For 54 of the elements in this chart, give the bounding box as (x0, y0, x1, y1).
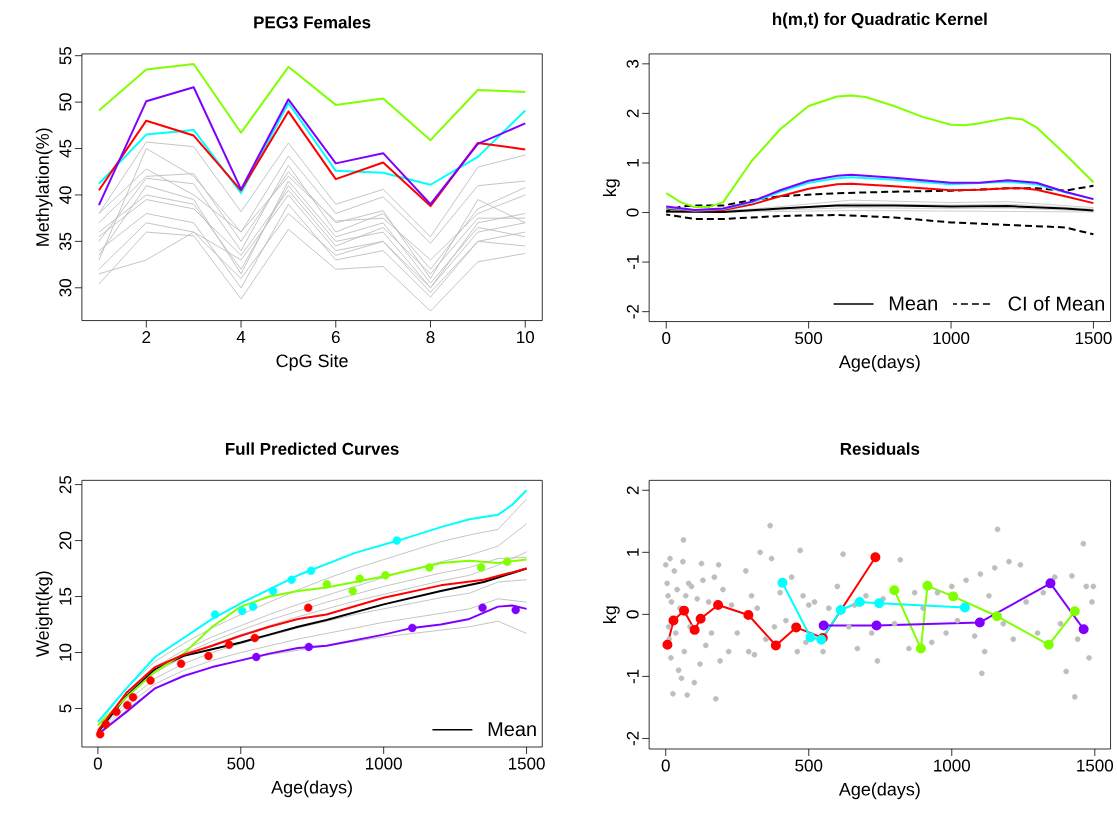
y-tick-label: -2 (626, 305, 639, 319)
y-tick-label: 5 (59, 704, 72, 713)
x-axis-title: Age(days) (838, 782, 920, 800)
x-tick-label: 500 (795, 332, 823, 345)
legend-label: Mean (889, 296, 937, 311)
x-tick-label: 4 (236, 331, 246, 343)
x-axis-title: CpG Site (276, 354, 348, 371)
y-axis-title: Weight(kg) (35, 571, 53, 657)
y-tick-label: -1 (626, 255, 639, 269)
x-tick-label: 1000 (933, 332, 970, 345)
x-tick-label: 2 (142, 331, 151, 343)
x-axis-title: Age(days) (271, 780, 352, 798)
y-tick-label: 45 (59, 139, 72, 158)
x-tick-label: 10 (517, 331, 535, 344)
y-tick-label: 40 (59, 186, 72, 205)
x-tick-label: 1500 (1077, 759, 1114, 772)
x-tick-label: 0 (662, 332, 671, 345)
x-tick-label: 1500 (1075, 332, 1112, 345)
x-axis-title: Age(days) (838, 355, 920, 372)
y-tick-label: 50 (59, 93, 72, 111)
x-tick-label: 8 (426, 331, 435, 344)
legend-label: CI of Mean (1008, 296, 1105, 311)
y-tick-label: 35 (59, 232, 72, 251)
x-tick-label: 500 (227, 757, 255, 770)
y-tick-label: 25 (59, 475, 72, 494)
y-tick-label: 2 (626, 109, 639, 118)
y-axis-title: kg (602, 606, 620, 624)
y-axis-title: Methylation(%) (35, 128, 53, 246)
y-tick-label: 1 (626, 548, 639, 556)
y-tick-label: 30 (59, 279, 72, 297)
x-tick-label: 1000 (934, 759, 970, 772)
y-tick-label: 2 (626, 486, 639, 495)
y-tick-label: 1 (626, 159, 639, 167)
y-tick-label: 55 (59, 47, 72, 65)
y-tick-label: 20 (59, 531, 72, 550)
chart-title: h(m,t) for Quadratic Kernel (773, 12, 987, 29)
x-tick-label: 1000 (366, 757, 402, 770)
legend-label: Mean (488, 722, 536, 737)
chart-title: Full Predicted Curves (225, 442, 399, 455)
chart-title: PEG3 Females (254, 15, 371, 29)
x-tick-label: 500 (795, 759, 823, 772)
y-tick-label: -2 (626, 731, 639, 746)
x-tick-label: 6 (331, 331, 340, 344)
x-tick-label: 1500 (508, 757, 545, 770)
x-tick-label: 0 (93, 757, 102, 770)
y-tick-label: 3 (626, 59, 639, 68)
chart-title: Residuals (840, 442, 920, 455)
y-axis-title: kg (602, 179, 620, 197)
y-tick-label: -1 (626, 669, 639, 684)
y-tick-label: 0 (626, 610, 639, 619)
y-tick-label: 10 (59, 643, 72, 661)
y-tick-label: 15 (59, 587, 72, 605)
x-tick-label: 0 (661, 759, 670, 772)
y-tick-label: 0 (626, 208, 639, 217)
